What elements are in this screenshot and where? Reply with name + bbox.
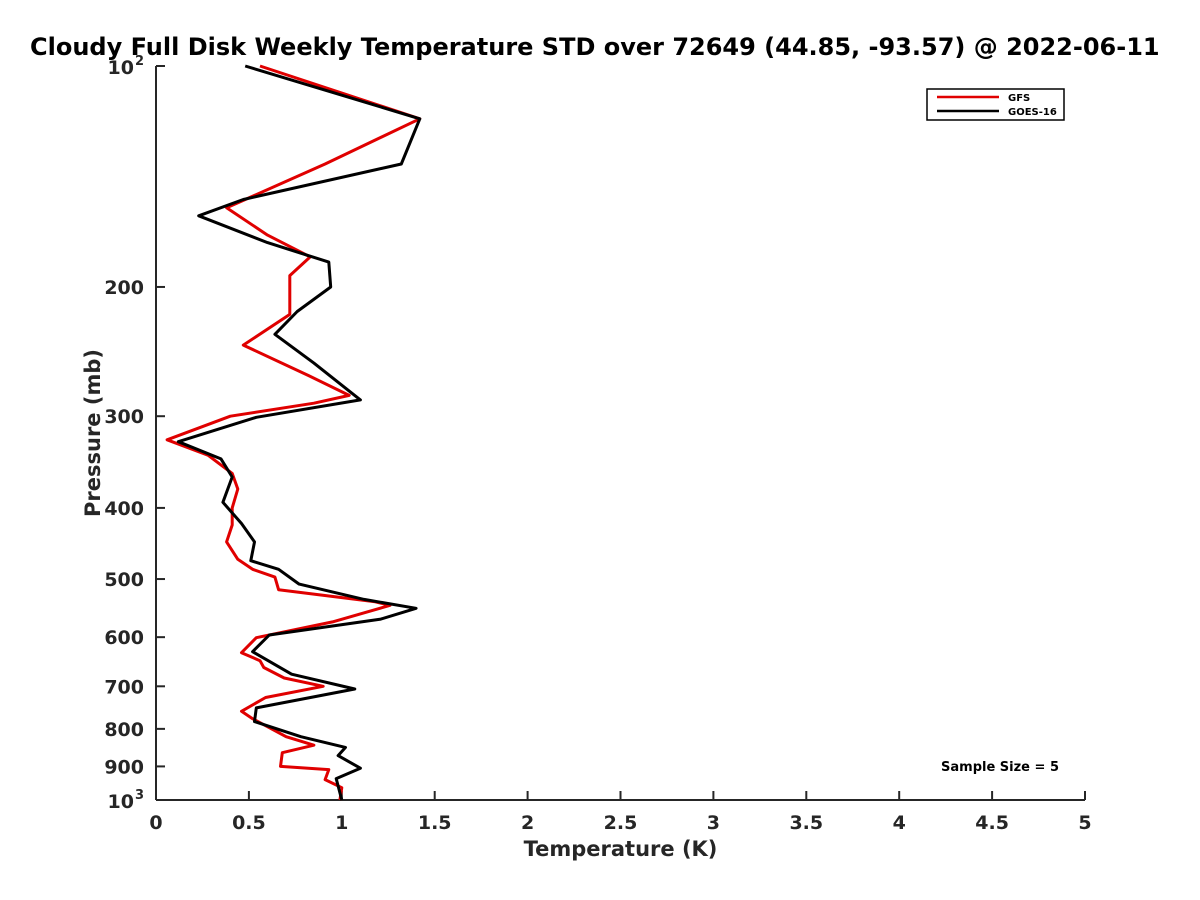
y-tick-label: 800 bbox=[104, 719, 144, 741]
x-tick-label: 4.5 bbox=[975, 812, 1009, 834]
series-line-gfs bbox=[165, 64, 422, 801]
y-tick-label: 300 bbox=[104, 406, 144, 428]
y-tick-label: 200 bbox=[104, 277, 144, 299]
legend-label: GFS bbox=[1008, 93, 1030, 104]
legend-box bbox=[926, 88, 1065, 121]
data-lines bbox=[165, 64, 422, 801]
y-tick-exponent: 2 bbox=[135, 54, 144, 69]
x-tick-label: 1.5 bbox=[418, 812, 452, 834]
y-tick-label: 500 bbox=[104, 569, 144, 591]
y-tick-label: 10 bbox=[108, 57, 134, 79]
y-tick-exponent: 3 bbox=[135, 788, 144, 803]
y-tick-base: 10 bbox=[108, 57, 134, 79]
x-tick-label: 2.5 bbox=[604, 812, 638, 834]
y-tick-label: 10 bbox=[108, 791, 134, 813]
y-tick-label: 700 bbox=[104, 676, 144, 698]
y-tick-label: 600 bbox=[104, 627, 144, 649]
plot-area: 0 0.5 1 1.5 2 2.5 3 3.5 4 4.5 5 10 2200300400500600… bbox=[104, 54, 1091, 834]
sample-size-annotation: Sample Size = 5 bbox=[941, 760, 1059, 775]
x-axis: 0 0.5 1 1.5 2 2.5 3 3.5 4 4.5 5 bbox=[149, 791, 1092, 834]
x-tick-label: 2 bbox=[521, 812, 534, 834]
x-tick-label: 0.5 bbox=[232, 812, 266, 834]
x-tick-label: 4 bbox=[893, 812, 906, 834]
x-tick-label: 5 bbox=[1078, 812, 1091, 834]
y-tick-label: 400 bbox=[104, 498, 144, 520]
y-tick-base: 10 bbox=[108, 791, 134, 813]
x-tick-label: 3 bbox=[707, 812, 720, 834]
x-tick-label: 1 bbox=[335, 812, 348, 834]
legend: GFS GOES-16 bbox=[926, 88, 1065, 121]
y-axis-label: Pressure (mb) bbox=[81, 349, 105, 517]
chart-title: Cloudy Full Disk Weekly Temperature STD … bbox=[30, 33, 1160, 61]
series-line-goes-16 bbox=[176, 64, 422, 801]
y-tick-label: 900 bbox=[104, 756, 144, 778]
legend-label: GOES-16 bbox=[1008, 107, 1057, 118]
x-tick-label: 3.5 bbox=[789, 812, 823, 834]
x-axis-label: Temperature (K) bbox=[524, 837, 718, 861]
x-tick-label: 0 bbox=[149, 812, 162, 834]
